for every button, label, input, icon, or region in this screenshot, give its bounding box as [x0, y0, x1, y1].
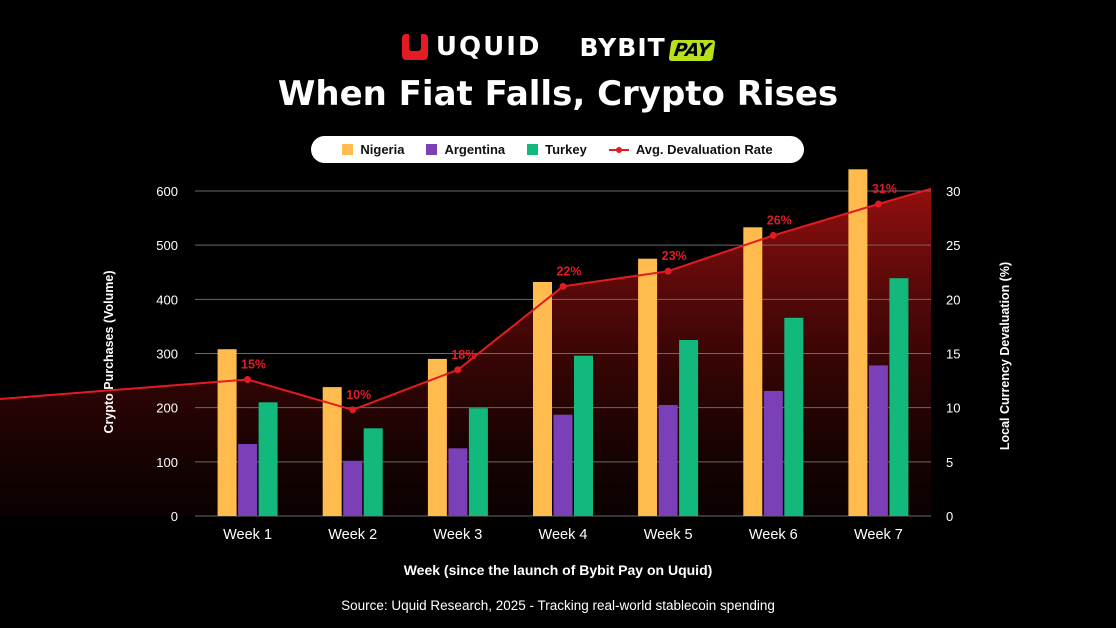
- x-axis-title: Week (since the launch of Bybit Pay on U…: [404, 562, 713, 578]
- y2-tick-label: 0: [946, 509, 953, 524]
- x-tick-label: Week 7: [854, 527, 903, 543]
- x-tick-label: Week 1: [223, 527, 272, 543]
- devaluation-point-7: [874, 200, 882, 208]
- x-tick-label: Week 2: [328, 527, 377, 543]
- x-tick-label: Week 4: [539, 527, 588, 543]
- legend-swatch-argentina: [426, 144, 438, 155]
- y2-tick-label: 30: [946, 184, 960, 199]
- legend-item-argentina: Argentina: [426, 142, 505, 157]
- devaluation-label-2: 10%: [346, 388, 371, 402]
- y2-axis-title: Local Currency Devaluation (%): [998, 262, 1012, 450]
- source-note: Source: Uquid Research, 2025 - Tracking …: [341, 598, 775, 613]
- devaluation-point-2: [349, 406, 357, 414]
- x-tick-label: Week 3: [433, 527, 482, 543]
- bar-turkey-3: [468, 408, 488, 516]
- bar-argentina-6: [763, 390, 783, 516]
- chart-title: When Fiat Falls, Crypto Rises: [277, 74, 839, 114]
- devaluation-point-4: [559, 282, 567, 290]
- y2-tick-label: 5: [946, 455, 953, 470]
- y-tick-label: 600: [156, 184, 178, 199]
- y2-tick-label: 15: [946, 347, 960, 362]
- bar-turkey-6: [784, 317, 804, 517]
- legend-swatch-turkey: [527, 144, 539, 155]
- devaluation-point-6: [769, 231, 777, 239]
- legend-label-nigeria: Nigeria: [360, 142, 405, 157]
- devaluation-label-7: 31%: [872, 182, 897, 196]
- bar-nigeria-4: [533, 282, 552, 516]
- x-tick-label: Week 5: [644, 527, 693, 543]
- devaluation-label-4: 22%: [556, 264, 581, 278]
- bar-nigeria-1: [217, 349, 237, 516]
- devaluation-label-6: 26%: [767, 213, 792, 227]
- bar-turkey-2: [363, 428, 383, 517]
- uquid-logo: UQUID: [401, 32, 542, 62]
- bar-nigeria-2: [322, 387, 342, 516]
- legend-item-nigeria: Nigeria: [342, 142, 404, 157]
- bar-turkey-4: [574, 355, 593, 516]
- bar-argentina-3: [448, 448, 468, 516]
- bar-argentina-7: [868, 365, 888, 516]
- bar-argentina-2: [343, 460, 363, 517]
- chart-legend: Nigeria Argentina Turkey Avg. Devaluatio…: [311, 136, 804, 163]
- legend-label-argentina: Argentina: [444, 142, 506, 157]
- legend-item-turkey: Turkey: [527, 142, 587, 157]
- uquid-wordmark: UQUID: [435, 32, 542, 62]
- devaluation-point-5: [664, 267, 672, 275]
- devaluation-label-5: 23%: [662, 249, 687, 263]
- bar-nigeria-7: [848, 169, 868, 517]
- y-tick-label: 0: [171, 509, 178, 524]
- bybit-wordmark: BYBIT: [579, 32, 666, 62]
- bybit-pay-logo: BYBIT PAY: [579, 32, 716, 62]
- y-axis-title: Crypto Purchases (Volume): [102, 270, 116, 433]
- devaluation-point-3: [454, 366, 462, 374]
- legend-label-turkey: Turkey: [545, 142, 587, 157]
- devaluation-label-3: 18%: [451, 348, 476, 362]
- legend-item-devaluation: Avg. Devaluation Rate: [608, 142, 773, 157]
- bar-nigeria-3: [427, 358, 447, 516]
- bar-turkey-7: [889, 278, 909, 516]
- devaluation-label-1: 15%: [241, 358, 266, 372]
- bar-argentina-4: [553, 414, 573, 516]
- y-tick-label: 200: [156, 401, 178, 416]
- bar-turkey-5: [679, 340, 699, 516]
- y2-tick-label: 10: [946, 401, 960, 416]
- x-tick-label: Week 6: [749, 527, 798, 543]
- y2-tick-label: 20: [946, 292, 960, 307]
- bar-argentina-1: [238, 444, 258, 516]
- legend-label-devaluation: Avg. Devaluation Rate: [635, 142, 773, 157]
- y-tick-label: 300: [156, 347, 178, 362]
- y-tick-label: 500: [156, 238, 178, 253]
- bar-turkey-1: [258, 402, 278, 517]
- bar-nigeria-6: [743, 227, 763, 517]
- brand-logos: UQUID BYBIT PAY: [0, 30, 1116, 64]
- y-tick-label: 100: [156, 455, 178, 470]
- y-tick-label: 400: [156, 292, 178, 307]
- bar-nigeria-5: [638, 258, 658, 516]
- y2-tick-label: 25: [946, 238, 960, 253]
- bar-argentina-5: [658, 405, 678, 516]
- uquid-mark-icon: [401, 34, 428, 60]
- devaluation-point-1: [244, 376, 252, 383]
- legend-swatch-nigeria: [342, 144, 354, 155]
- legend-swatch-devaluation: [608, 144, 629, 155]
